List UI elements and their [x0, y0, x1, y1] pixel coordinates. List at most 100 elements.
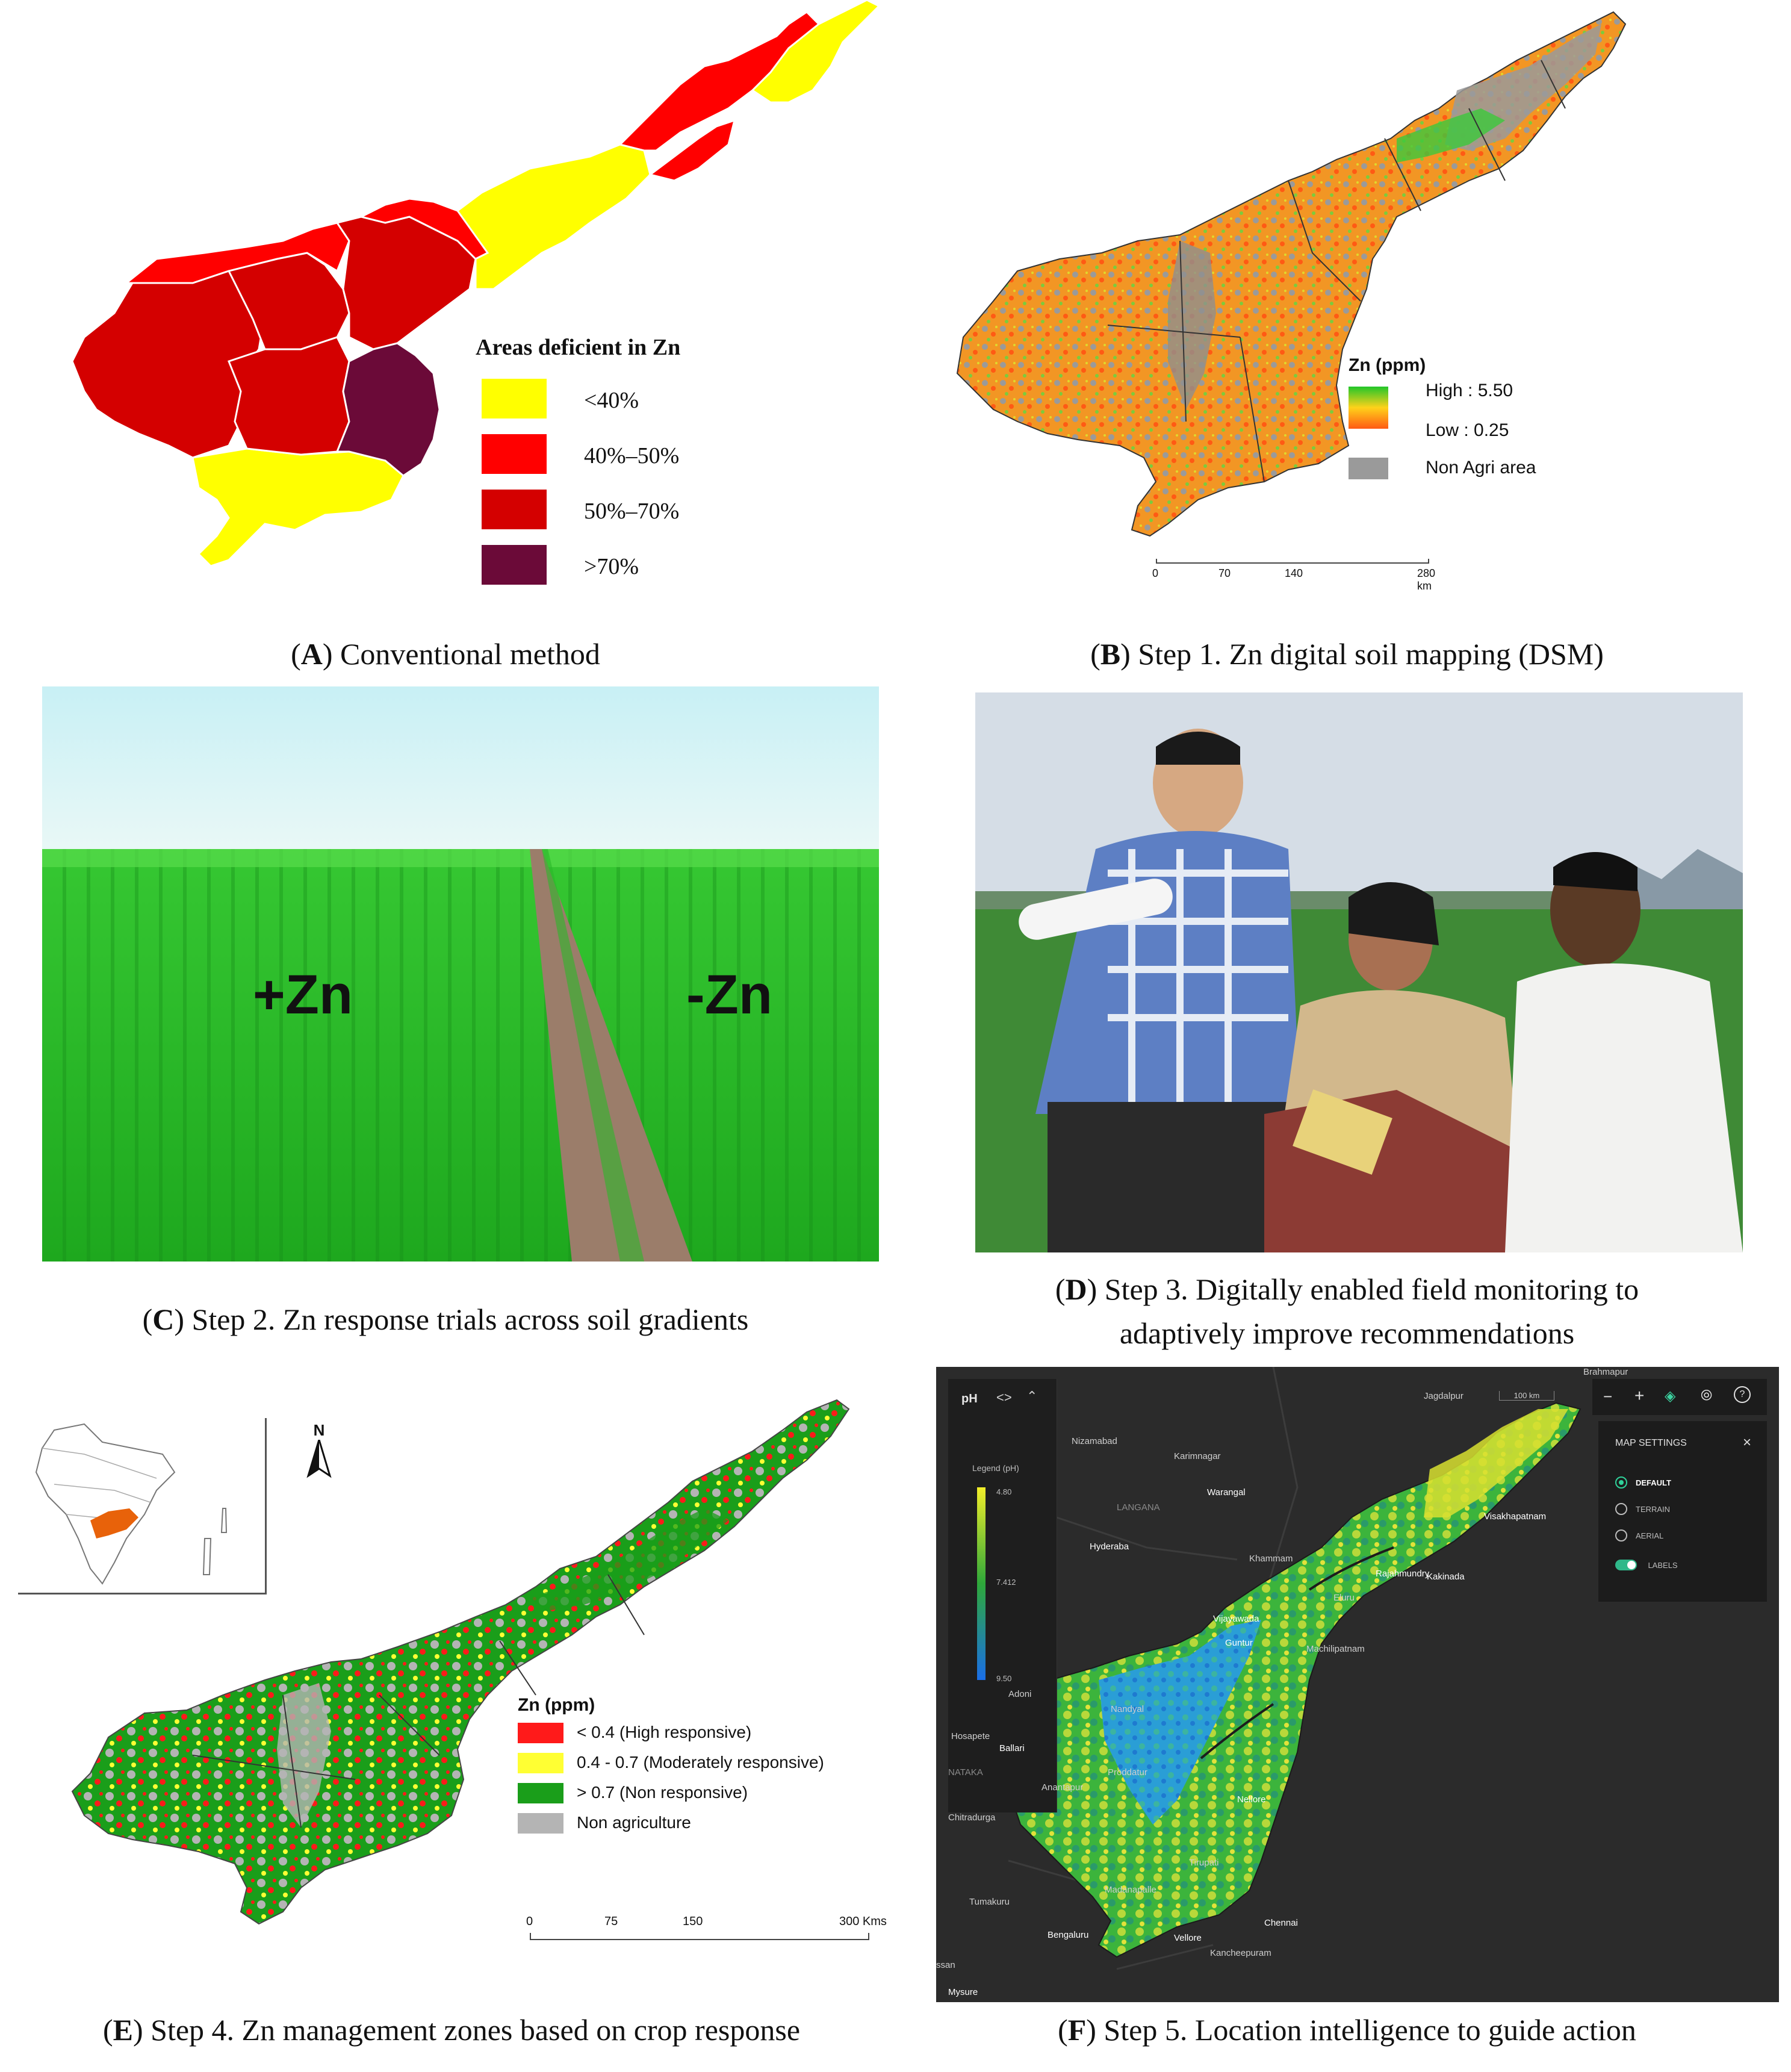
city-label-jagdalpur: Jagdalpur — [1424, 1391, 1464, 1401]
city-label-nataka: NATAKA — [948, 1767, 983, 1778]
help-icon[interactable]: ? — [1734, 1386, 1751, 1403]
city-label-langana: LANGANA — [1117, 1502, 1160, 1513]
ph-yellow-ne — [1424, 1409, 1568, 1517]
city-label-tirupati: Tirupati — [1189, 1858, 1219, 1868]
india-inset-svg — [35, 1423, 228, 1585]
city-label-vijayawada: Vijayawada — [1213, 1614, 1259, 1624]
panel-c-caption: (C) Step 2. Zn response trials across so… — [142, 1302, 749, 1336]
city-label-adoni: Adoni — [1008, 1689, 1032, 1699]
city-label-chitradurga: Chitradurga — [948, 1812, 996, 1823]
panel-a-legend-swatch — [482, 490, 547, 529]
share-icon[interactable]: ⦾ — [1701, 1387, 1713, 1404]
panel-b-caption: (B) Step 1. Zn digital soil mapping (DSM… — [1090, 637, 1604, 671]
panel-e-caption-letter: E — [113, 2013, 133, 2047]
ph-legend-bar — [977, 1487, 986, 1680]
close-icon[interactable]: × — [1743, 1434, 1752, 1451]
city-label-nandyal: Nandyal — [1111, 1704, 1144, 1714]
north-label: N — [313, 1421, 325, 1439]
city-label-tumakuru: Tumakuru — [969, 1897, 1010, 1907]
layers-icon[interactable]: ◈ — [1665, 1388, 1676, 1404]
panel-e-caption-text: ) Step 4. Zn management zones based on c… — [133, 2013, 801, 2047]
panel-f-caption-letter: F — [1067, 2013, 1087, 2047]
city-label-kancheepuram: Kancheepuram — [1210, 1948, 1271, 1958]
panel-d-photo-svg — [975, 692, 1743, 1252]
city-label-proddatur: Proddatur — [1108, 1767, 1147, 1778]
map-toolbar: − + ◈ ⦾ ? — [1592, 1379, 1767, 1415]
scale-indicator: 100 km — [1499, 1391, 1554, 1401]
panel-c-caption-letter: C — [152, 1302, 175, 1336]
city-label-ballari: Ballari — [999, 1743, 1025, 1753]
map-style-option[interactable]: TERRAIN — [1615, 1503, 1670, 1515]
region-midcoast-yellow — [456, 143, 651, 290]
city-label-brahmapur: Brahmapur — [1583, 1367, 1628, 1377]
map-style-label: DEFAULT — [1636, 1478, 1671, 1487]
panel-d-caption-line2: adaptively improve recommendations — [1119, 1316, 1575, 1350]
zones-nonagri-ne — [530, 1508, 728, 1611]
map-style-option[interactable]: AERIAL — [1615, 1529, 1663, 1542]
panel-b-legend-title: Zn (ppm) — [1349, 355, 1426, 375]
city-label-nizamabad: Nizamabad — [1072, 1436, 1117, 1446]
zones-nonagri-center — [277, 1683, 331, 1828]
panel-f-location-app: pH <> ⌃ Legend (pH) 4.80 7.412 9.50 100 … — [936, 1367, 1779, 2002]
city-label-khammam: Khammam — [1249, 1554, 1293, 1564]
zoom-out-button[interactable]: − — [1603, 1387, 1613, 1405]
panel-c-caption-text: ) Step 2. Zn response trials across soil… — [174, 1302, 749, 1336]
labels-toggle-row[interactable]: LABELS — [1615, 1560, 1678, 1570]
panel-e-legend-label: 0.4 - 0.7 (Moderately responsive) — [577, 1753, 824, 1772]
city-label-kakinada: Kakinada — [1427, 1572, 1465, 1582]
zoom-in-button[interactable]: + — [1634, 1386, 1645, 1405]
panel-b-caption-text: ) Step 1. Zn digital soil mapping (DSM) — [1120, 637, 1604, 671]
dsm-nonagri-center — [1168, 241, 1216, 409]
panel-e-scale-tick: 150 — [683, 1915, 703, 1928]
layer-panel: pH <> ⌃ Legend (pH) 4.80 7.412 9.50 — [948, 1379, 1057, 1812]
radio-icon[interactable] — [1615, 1476, 1627, 1489]
city-label-rajahmundry: Rajahmundry — [1376, 1569, 1430, 1579]
panel-b-legend-nonagri: Non Agri area — [1426, 458, 1536, 478]
north-arrow-icon — [306, 1440, 332, 1478]
ph-blue-zone — [1099, 1620, 1261, 1825]
ph-state-shape — [1001, 1402, 1581, 1958]
panel-b-scale-tick: 280 km — [1417, 567, 1436, 592]
region-purple — [335, 342, 441, 477]
panel-e-legend-swatch — [518, 1783, 563, 1803]
panel-e-management-zones: N Zn (ppm) < 0.4 (High responsive) 0.4 - … — [18, 1358, 903, 1960]
panel-d-people-photo — [975, 692, 1743, 1252]
panel-e-legend-label: > 0.7 (Non responsive) — [577, 1783, 748, 1802]
radio-icon[interactable] — [1615, 1529, 1627, 1542]
radio-icon[interactable] — [1615, 1503, 1627, 1515]
zones-state-shape — [71, 1399, 850, 1925]
layer-collapse-icon[interactable]: ⌃ — [1026, 1389, 1038, 1404]
map-style-option[interactable]: DEFAULT — [1615, 1476, 1671, 1489]
city-label-chennai: Chennai — [1264, 1918, 1298, 1928]
panel-b-legend: Zn (ppm) High : 5.50 Low : 0.25 Non Agri… — [1349, 355, 1650, 500]
labels-toggle-label: LABELS — [1648, 1560, 1678, 1570]
panel-d-caption: (D) Step 3. Digitally enabled field moni… — [1055, 1272, 1639, 1350]
panel-a-map-svg — [71, 0, 881, 567]
region-south-yellow — [191, 447, 405, 567]
region-ne-red-2 — [648, 119, 736, 182]
labels-toggle-switch[interactable] — [1615, 1560, 1637, 1570]
panel-a-caption-letter: A — [300, 637, 323, 671]
panel-b-legend-low: Low : 0.25 — [1426, 420, 1509, 440]
ph-river — [1200, 1546, 1394, 1759]
panel-e-scalebar: 0 75 150 300 Kms — [526, 1915, 891, 1951]
city-label-eluru: Eluru — [1333, 1593, 1355, 1603]
panel-a-conventional-map: Areas deficient in Zn <40% 40%–50% 50%–70%… — [48, 0, 891, 596]
panel-a-legend: Areas deficient in Zn <40% 40%–50% 50%–70%… — [476, 334, 813, 600]
panel-e-legend-item: > 0.7 (Non responsive) — [518, 1781, 903, 1811]
city-label-vellore: Vellore — [1174, 1933, 1202, 1943]
panel-e-legend-label: < 0.4 (High responsive) — [577, 1723, 752, 1741]
panel-d-caption-text: ) Step 3. Digitally enabled field monito… — [1087, 1272, 1639, 1306]
city-label-hosapete: Hosapete — [951, 1731, 990, 1741]
panel-e-scale-tick: 75 — [604, 1915, 618, 1928]
panel-a-legend-item: >70% — [476, 545, 813, 600]
region-far-ne-yellow — [751, 0, 881, 104]
legend-title: Legend (pH) — [972, 1463, 1019, 1473]
person-1-scroll — [1019, 879, 1173, 940]
layer-code-icon[interactable]: <> — [996, 1390, 1012, 1405]
panel-b-legend-gradient — [1349, 387, 1388, 429]
panel-e-map-svg — [71, 1399, 850, 1925]
city-label-ssan: ssan — [936, 1960, 955, 1970]
panel-a-caption-text: ) Conventional method — [322, 637, 600, 671]
panel-a-legend-swatch — [482, 379, 547, 418]
